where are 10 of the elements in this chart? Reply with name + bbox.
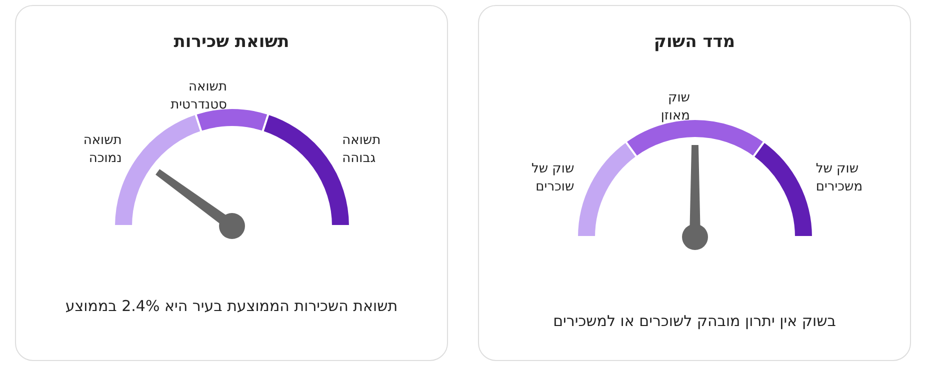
slice-label: שוק של שוכרים (531, 161, 574, 194)
text: תשואת השכירות הממוצעת בעיר היא 2.4% בממוצע (64, 296, 399, 316)
chart-title: מדד השוק (652, 32, 736, 52)
slice-label: תשואה גבוהה (342, 133, 381, 166)
slice-label: שוק של משכירים (816, 161, 863, 194)
slice-label: שוק מאוזן (660, 90, 690, 124)
text: בשוק אין יתרון מובהק לשוכרים או למשכירים (552, 311, 837, 332)
slice-label: תשואה נמוכה (83, 133, 122, 166)
slice-label: תשואה סטנדרטית (170, 80, 227, 112)
chart-title: תשואת שכירות (172, 32, 290, 52)
